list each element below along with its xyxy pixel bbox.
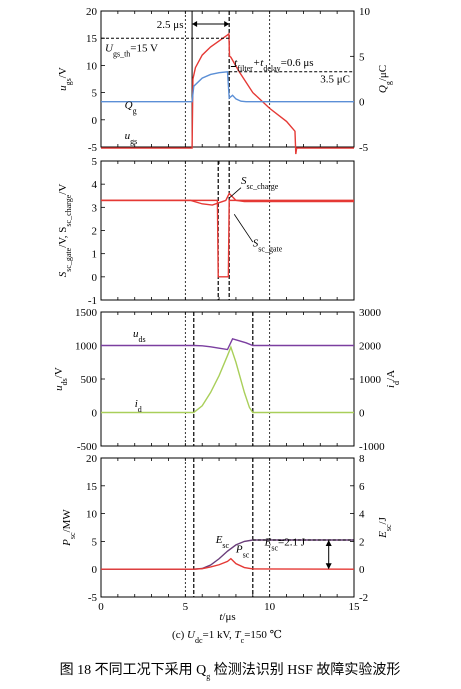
left-tick-label: -5 bbox=[88, 592, 98, 604]
left-tick-label: -5 bbox=[88, 142, 98, 154]
arrow-head bbox=[224, 21, 230, 28]
label-uds: uds bbox=[133, 328, 146, 344]
panel-2: 5 4 3 2 1 0 -1 Ssc_charge Ssc_gate Ssc_gate/V, Ss… bbox=[57, 156, 355, 307]
series-S_sc_charge bbox=[101, 192, 354, 206]
y-axis-label-left: uds/V bbox=[53, 367, 69, 391]
left-tick-label: 3 bbox=[92, 202, 98, 214]
label-qg: Qg bbox=[125, 99, 137, 115]
plot-frame bbox=[100, 457, 355, 598]
plot-frame bbox=[100, 160, 355, 301]
label-psc: Psc bbox=[235, 544, 250, 560]
panel-1: 20 15 10 5 0 -5 10 5 0 -5 2.5 μs Ugs_th=15 V tfilter… bbox=[57, 6, 393, 155]
arrow-head bbox=[325, 563, 332, 570]
right-tick-label: 1000 bbox=[359, 374, 382, 386]
series-P_sc bbox=[101, 557, 355, 570]
left-tick-label: 15 bbox=[86, 481, 98, 493]
panel-3: 1500 1000 500 0 -500 3000 2000 1000 0 -1000 uds id u… bbox=[53, 307, 401, 453]
right-tick-label: -2 bbox=[359, 592, 368, 604]
left-tick-label: 0 bbox=[92, 564, 98, 576]
left-tick-label: 5 bbox=[92, 156, 98, 168]
x-tick-label: 10 bbox=[264, 601, 276, 613]
series-S_sc_gate bbox=[101, 199, 354, 278]
series-u_ds bbox=[101, 337, 354, 351]
left-tick-label: -500 bbox=[77, 441, 98, 453]
label-ugs: ugs bbox=[125, 130, 138, 146]
x-tick-label: 15 bbox=[349, 601, 361, 613]
label-s-sc-gate: Ssc_gate bbox=[253, 238, 283, 254]
left-tick-label: 500 bbox=[81, 374, 98, 386]
right-tick-label: 10 bbox=[359, 6, 371, 18]
label-esc: Esc bbox=[215, 534, 230, 550]
plot-frame bbox=[100, 311, 355, 447]
right-tick-label: -5 bbox=[359, 142, 369, 154]
plot-frame bbox=[100, 10, 355, 148]
label-id: id bbox=[135, 398, 142, 414]
left-tick-label: 1500 bbox=[75, 307, 98, 319]
left-tick-label: 20 bbox=[86, 453, 98, 465]
figure-caption: 图 18 不同工况下采用 Qg 检测法识别 HSF 故障实验波形 bbox=[60, 662, 401, 681]
right-tick-label: 8 bbox=[359, 453, 365, 465]
left-tick-label: 20 bbox=[86, 6, 98, 18]
x-tick-label: 5 bbox=[183, 601, 189, 613]
right-tick-label: 0 bbox=[359, 97, 365, 109]
left-tick-label: 1000 bbox=[75, 341, 98, 353]
annotation-threshold: Ugs_th=15 V bbox=[105, 42, 158, 58]
left-tick-label: 2 bbox=[92, 226, 98, 238]
left-tick-label: 1 bbox=[92, 249, 98, 261]
pointer bbox=[228, 187, 242, 199]
right-tick-label: 2 bbox=[359, 536, 365, 548]
right-tick-label: 2000 bbox=[359, 341, 382, 353]
right-tick-label: -1000 bbox=[359, 441, 385, 453]
pointer bbox=[233, 214, 254, 243]
left-tick-label: 5 bbox=[92, 88, 98, 100]
right-tick-label: 3000 bbox=[359, 307, 382, 319]
right-tick-label: 0 bbox=[359, 564, 365, 576]
arrow-head bbox=[192, 21, 198, 28]
y-axis-label-left: Psc/MW bbox=[61, 509, 77, 547]
left-tick-label: 10 bbox=[86, 60, 98, 72]
left-tick-label: 15 bbox=[86, 33, 98, 45]
right-tick-label: 4 bbox=[359, 509, 365, 521]
left-tick-label: 0 bbox=[92, 115, 98, 127]
y-axis-label-right: Qg/μC bbox=[377, 65, 393, 93]
right-tick-label: 5 bbox=[359, 51, 365, 63]
left-tick-label: 4 bbox=[92, 179, 98, 191]
series-u_gs bbox=[101, 32, 354, 155]
y-axis-label-left: ugs/V bbox=[57, 67, 73, 91]
series-Q_g bbox=[101, 70, 354, 103]
left-tick-label: -1 bbox=[88, 295, 97, 307]
left-tick-label: 10 bbox=[86, 509, 98, 521]
y-axis-label-right: Esc/J bbox=[377, 516, 393, 538]
annotation-charge: 3.5 μC bbox=[320, 74, 350, 86]
y-axis-label: Ssc_gate/V, Ssc_charge/V bbox=[57, 184, 73, 278]
right-tick-label: 6 bbox=[359, 481, 365, 493]
annotation-delay: tfilter+tdelay=0.6 μs bbox=[234, 57, 313, 73]
label-s-sc-charge: Ssc_charge bbox=[241, 175, 279, 191]
subcaption: (c) Udc=1 kV, Tc=150 ℃ bbox=[172, 629, 282, 645]
series-i_d bbox=[101, 345, 354, 414]
left-tick-label: 5 bbox=[92, 536, 98, 548]
left-tick-label: 0 bbox=[92, 408, 98, 420]
y-axis-label-right: id/A bbox=[385, 370, 401, 388]
arrow-head bbox=[325, 540, 332, 547]
annotation-energy: Esc=2.1 J bbox=[264, 537, 306, 553]
right-tick-label: 0 bbox=[359, 408, 365, 420]
annotation-duration: 2.5 μs bbox=[157, 19, 184, 31]
left-tick-label: 0 bbox=[92, 272, 98, 284]
x-axis-label: t/μs bbox=[219, 611, 235, 623]
x-tick-label: 0 bbox=[98, 601, 104, 613]
